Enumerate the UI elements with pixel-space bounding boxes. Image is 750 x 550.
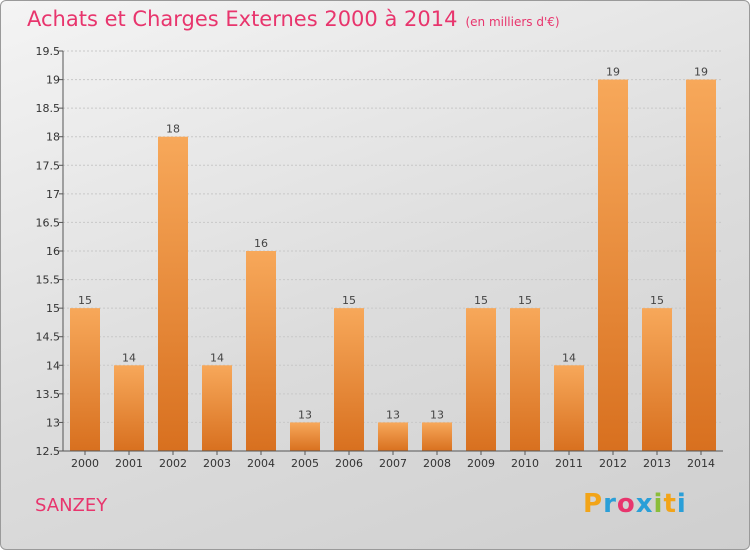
bar <box>246 251 276 451</box>
x-tick-label: 2004 <box>247 457 275 470</box>
bar <box>422 422 452 451</box>
y-tick-label: 14.5 <box>36 331 61 344</box>
bar-value-label: 16 <box>254 237 268 250</box>
logo-letter: t <box>663 489 677 519</box>
y-tick-label: 19.5 <box>36 45 61 58</box>
x-tick-label: 2000 <box>71 457 99 470</box>
chart-unit: (en milliers d'€) <box>465 15 560 29</box>
logo-letter: x <box>635 489 654 519</box>
chart-title-text: Achats et Charges Externes 2000 à 2014 <box>27 7 458 31</box>
x-tick-label: 2007 <box>379 457 407 470</box>
y-tick-label: 13 <box>46 416 60 429</box>
bar-value-label: 13 <box>298 408 312 421</box>
bar-value-label: 15 <box>78 294 92 307</box>
y-tick-label: 18 <box>46 131 60 144</box>
bar-layer: 15 14 18 14 16 13 15 13 13 15 15 14 19 15 19 <box>70 66 716 452</box>
y-tick-label: 13.5 <box>36 388 61 401</box>
x-tick-label: 2011 <box>555 457 583 470</box>
y-tick-label: 14 <box>46 359 60 372</box>
x-tick-label: 2001 <box>115 457 143 470</box>
bar-value-label: 13 <box>386 408 400 421</box>
chart-title: Achats et Charges Externes 2000 à 2014 (e… <box>27 7 560 31</box>
y-tick-label: 15 <box>46 302 60 315</box>
x-tick-label: 2008 <box>423 457 451 470</box>
y-tick-label: 19 <box>46 74 60 87</box>
bar-value-label: 15 <box>518 294 532 307</box>
y-tick-label: 15.5 <box>36 274 61 287</box>
bar <box>70 308 100 451</box>
bar-value-label: 18 <box>166 123 180 136</box>
bar <box>158 136 188 451</box>
logo-letter: r <box>603 489 617 519</box>
y-tick-label: 16 <box>46 245 60 258</box>
bar <box>466 308 496 451</box>
logo-letter: i <box>676 489 687 519</box>
bar-value-label: 15 <box>650 294 664 307</box>
bar <box>598 79 628 452</box>
y-tick-label: 17 <box>46 188 60 201</box>
bar <box>114 365 144 451</box>
logo-letter: o <box>616 489 636 519</box>
bar-value-label: 15 <box>342 294 356 307</box>
x-tick-label: 2006 <box>335 457 363 470</box>
bar <box>202 365 232 451</box>
y-tick-label: 16.5 <box>36 216 61 229</box>
bar <box>642 308 672 451</box>
axis-layer: 12.5 13 13.5 14 14.5 15 15.5 16 16.5 17 17.5 18 18.5… <box>36 45 723 470</box>
y-tick-label: 17.5 <box>36 159 61 172</box>
bar-value-label: 14 <box>562 351 576 364</box>
bar <box>334 308 364 451</box>
bar-value-label: 15 <box>474 294 488 307</box>
bar-value-label: 14 <box>210 351 224 364</box>
x-tick-label: 2003 <box>203 457 231 470</box>
bar <box>554 365 584 451</box>
bar <box>378 422 408 451</box>
bar <box>510 308 540 451</box>
x-tick-label: 2012 <box>599 457 627 470</box>
bar-value-label: 19 <box>694 66 708 79</box>
bar-value-label: 14 <box>122 351 136 364</box>
x-tick-label: 2010 <box>511 457 539 470</box>
proxiti-logo: Proxiti <box>583 489 687 519</box>
commune-name: SANZEY <box>35 495 108 516</box>
bar <box>686 79 716 452</box>
y-tick-label: 12.5 <box>36 445 61 458</box>
bar-value-label: 19 <box>606 66 620 79</box>
x-tick-label: 2005 <box>291 457 319 470</box>
bar-value-label: 13 <box>430 408 444 421</box>
x-tick-label: 2002 <box>159 457 187 470</box>
logo-letter: i <box>653 489 664 519</box>
x-tick-label: 2009 <box>467 457 495 470</box>
bar <box>290 422 320 451</box>
logo-letter: P <box>583 489 604 519</box>
x-tick-label: 2013 <box>643 457 671 470</box>
x-tick-label: 2014 <box>687 457 715 470</box>
y-tick-label: 18.5 <box>36 102 61 115</box>
